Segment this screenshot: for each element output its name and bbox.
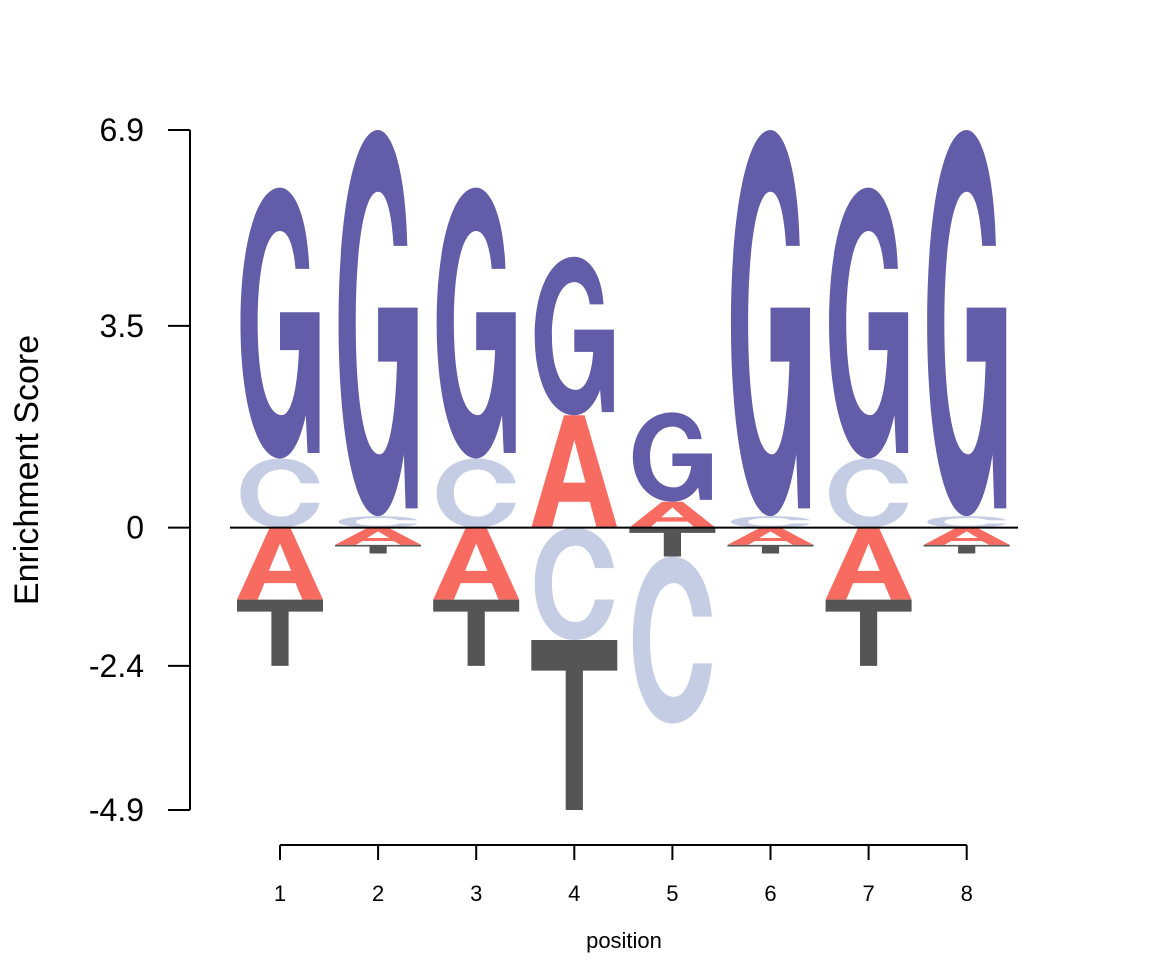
letter-A xyxy=(335,527,422,545)
letter-A xyxy=(825,527,912,600)
y-tick-label: 0 xyxy=(126,510,144,546)
letter-C xyxy=(436,458,516,528)
letter-A xyxy=(237,527,323,600)
letter-C xyxy=(730,516,811,528)
y-axis: 6.9 3.5 0 -2.4 -4.9 xyxy=(89,112,191,828)
letter-C xyxy=(632,556,712,724)
letter-T xyxy=(237,599,323,666)
letter-A xyxy=(629,501,716,528)
x-tick-label: 7 xyxy=(862,881,874,906)
letter-A xyxy=(923,527,1010,545)
y-tick-label: -2.4 xyxy=(89,648,144,684)
letter-G xyxy=(534,256,614,416)
x-axis-label: position xyxy=(586,928,662,953)
letter-G xyxy=(829,187,909,459)
letter-A xyxy=(433,527,520,600)
letter-G xyxy=(240,187,320,459)
letter-T xyxy=(433,599,520,666)
letter-T xyxy=(727,544,814,554)
letter-C xyxy=(927,516,1007,528)
x-tick-label: 3 xyxy=(470,881,482,906)
y-axis-label: Enrichment Score xyxy=(8,335,46,605)
x-tick-label: 2 xyxy=(372,881,384,906)
letter-C xyxy=(338,516,418,528)
x-tick-label: 6 xyxy=(764,881,776,906)
letter-C xyxy=(829,458,909,528)
logo-letters xyxy=(237,130,1010,810)
letter-A xyxy=(531,415,618,528)
letter-T xyxy=(629,527,716,557)
letter-G xyxy=(730,130,811,517)
letter-T xyxy=(335,544,422,554)
letter-T xyxy=(923,544,1010,554)
y-tick-label: 6.9 xyxy=(100,112,144,148)
x-tick-label: 1 xyxy=(274,881,286,906)
letter-G xyxy=(338,130,418,517)
letter-T xyxy=(825,599,912,666)
x-tick-label: 5 xyxy=(666,881,678,906)
letter-G xyxy=(632,412,712,502)
x-tick-label: 4 xyxy=(568,881,580,906)
y-tick-label: 3.5 xyxy=(100,308,144,344)
letter-A xyxy=(727,527,814,545)
letter-G xyxy=(436,187,516,459)
x-tick-label: 8 xyxy=(961,881,973,906)
letter-G xyxy=(927,130,1007,517)
letter-T xyxy=(531,640,618,810)
x-axis: 1 2 3 4 5 6 7 8 xyxy=(274,844,973,906)
y-tick-label: -4.9 xyxy=(89,792,144,828)
letter-C xyxy=(240,458,320,528)
letter-C xyxy=(534,527,614,640)
